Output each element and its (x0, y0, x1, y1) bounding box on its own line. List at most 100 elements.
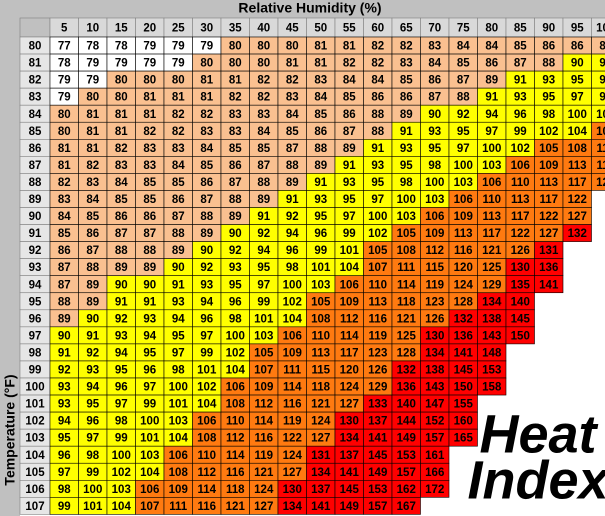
column-header: 80 (485, 23, 498, 35)
heat-value: 97 (343, 211, 356, 223)
heat-value: 80 (257, 58, 270, 70)
heat-cell (505, 326, 535, 345)
heat-value: 106 (169, 450, 188, 462)
row-header: 99 (29, 365, 42, 377)
heat-value: 95 (371, 177, 384, 189)
heat-value: 99 (514, 126, 527, 138)
heat-value: 108 (568, 143, 588, 155)
heat-value: 157 (397, 467, 416, 479)
heat-value: 89 (86, 279, 99, 291)
heat-value: 85 (286, 126, 299, 138)
heat-value: 112 (425, 245, 444, 257)
heat-value: 98 (58, 484, 71, 496)
heat-value: 93 (428, 126, 441, 138)
heat-value: 82 (58, 177, 71, 189)
heat-value: 114 (397, 279, 416, 291)
heat-value: 83 (172, 143, 185, 155)
heat-value: 94 (58, 416, 71, 428)
heat-value: 112 (197, 467, 216, 479)
heat-cell (591, 121, 605, 140)
heat-value: 96 (229, 296, 242, 308)
heat-value: 110 (311, 330, 330, 342)
heat-value: 98 (400, 177, 413, 189)
heat-value: 110 (197, 450, 216, 462)
heat-value: 81 (86, 143, 99, 155)
heat-value: 97 (172, 347, 185, 359)
heat-value: 126 (511, 245, 530, 257)
heat-value: 98 (115, 416, 128, 428)
heat-value: 91 (514, 75, 527, 87)
heat-value: 80 (86, 92, 99, 104)
heat-value: 89 (485, 75, 498, 87)
heat-value: 90 (571, 58, 584, 70)
heat-value: 136 (539, 262, 558, 274)
heat-value: 90 (229, 228, 242, 240)
heat-value: 100 (140, 416, 159, 428)
heat-value: 102 (226, 347, 245, 359)
heat-value: 113 (311, 347, 330, 359)
heat-value: 86 (172, 194, 185, 206)
heat-value: 81 (286, 58, 299, 70)
heat-value: 109 (283, 347, 302, 359)
heat-value: 81 (58, 160, 71, 172)
heat-value: 111 (283, 365, 302, 377)
heat-value: 97 (143, 382, 156, 394)
heat-value: 81 (143, 109, 156, 121)
heat-value: 116 (368, 313, 387, 325)
title-line: Heat (479, 404, 598, 464)
heat-value: 86 (143, 211, 156, 223)
heat-value: 122 (283, 433, 302, 445)
heat-value: 92 (86, 347, 99, 359)
heat-value: 99 (86, 467, 99, 479)
heat-value: 125 (482, 262, 502, 274)
heat-value: 128 (454, 296, 474, 308)
heat-value: 134 (311, 467, 331, 479)
heat-value: 91 (143, 296, 156, 308)
heat-value: 137 (340, 450, 359, 462)
heat-value: 91 (400, 126, 413, 138)
heat-value: 141 (340, 467, 360, 479)
column-header: 10 (86, 23, 99, 35)
row-header: 105 (25, 467, 45, 479)
heat-value: 138 (425, 365, 445, 377)
heat-value: 92 (257, 228, 270, 240)
heat-value: 127 (254, 501, 273, 513)
heat-value: 91 (286, 194, 299, 206)
heat-value: 90 (428, 109, 441, 121)
heat-value: 112 (596, 143, 605, 155)
heat-value: 155 (454, 399, 474, 411)
cells: 5 10 15 20 25 30 35 40 45 50 55 60 65 70 75 80 85 90 95 100… (19, 17, 605, 515)
heat-value: 92 (58, 365, 71, 377)
heat-value: 109 (340, 296, 359, 308)
heat-value: 95 (115, 365, 128, 377)
heat-value: 128 (397, 347, 417, 359)
heat-value: 118 (397, 296, 416, 308)
heat-value: 110 (511, 177, 530, 189)
temperature-label: Temperature (°F) (2, 374, 18, 485)
heat-value: 83 (58, 194, 71, 206)
column-header: 85 (514, 23, 527, 35)
heat-value: 102 (283, 296, 302, 308)
heat-value: 132 (397, 365, 416, 377)
heat-value: 79 (86, 58, 99, 70)
heat-value: 157 (368, 501, 387, 513)
heat-value: 165 (454, 433, 474, 445)
heat-value: 88 (86, 262, 99, 274)
heat-value: 81 (86, 126, 99, 138)
heat-value: 153 (482, 365, 501, 377)
heat-value: 86 (571, 41, 584, 53)
heat-value: 106 (197, 416, 216, 428)
heat-value: 85 (172, 177, 185, 189)
heat-value: 97 (58, 467, 71, 479)
heat-value: 100 (425, 177, 444, 189)
heat-value: 98 (86, 450, 99, 462)
row-header: 107 (25, 501, 44, 513)
heat-value: 95 (343, 194, 356, 206)
heat-value: 109 (169, 484, 188, 496)
heat-value: 98 (428, 160, 441, 172)
heat-value: 82 (115, 143, 128, 155)
heat-value: 104 (568, 126, 588, 138)
heat-value: 88 (457, 92, 470, 104)
heat-value: 97 (599, 75, 605, 87)
